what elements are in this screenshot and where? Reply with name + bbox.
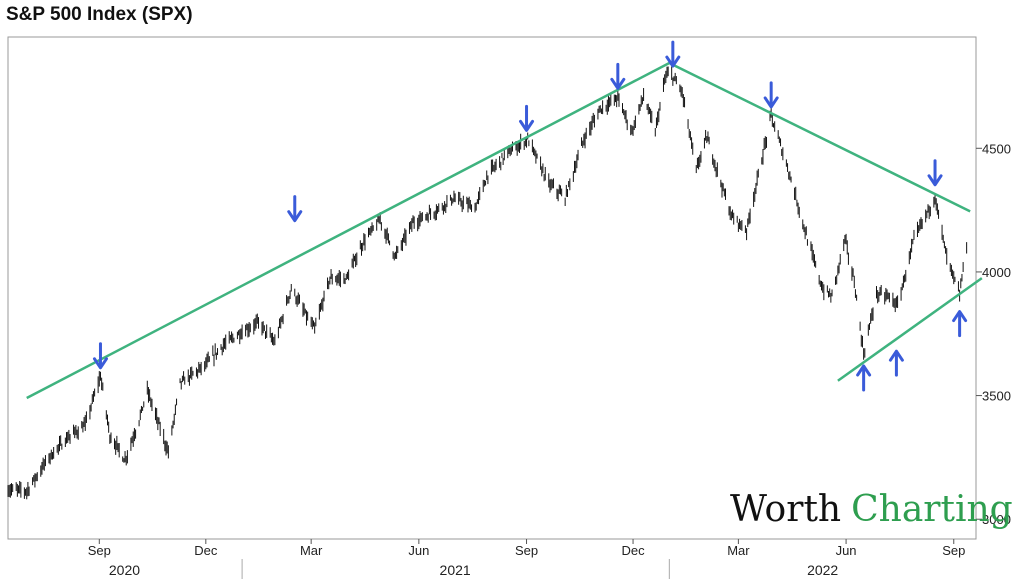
down-arrow-icon xyxy=(927,159,943,187)
x-tick-label: Sep xyxy=(88,543,111,558)
arrow-head xyxy=(665,55,681,68)
up-arrow-icon xyxy=(888,349,904,377)
arrow-annotations xyxy=(92,40,968,392)
arrow-head xyxy=(519,119,535,132)
logo-word-worth: Worth xyxy=(730,489,841,530)
down-arrow-icon xyxy=(287,195,303,223)
chart-title: S&P 500 Index (SPX) xyxy=(6,4,193,25)
trendline xyxy=(837,277,983,382)
arrow-head xyxy=(610,77,626,90)
y-tick-label: 4500 xyxy=(982,141,1011,156)
x-tick-label: Sep xyxy=(515,543,538,558)
down-arrow-icon xyxy=(92,342,108,370)
x-tick-label: Dec xyxy=(621,543,645,558)
down-arrow-icon xyxy=(519,104,535,132)
x-tick-label: Jun xyxy=(408,543,429,558)
up-arrow-icon xyxy=(952,310,968,338)
x-tick-label: Dec xyxy=(194,543,218,558)
arrow-head xyxy=(92,357,108,370)
arrow-head xyxy=(888,349,904,362)
watermark-logo: Worth Charting xyxy=(730,489,1013,530)
logo-word-charting: Charting xyxy=(851,489,1013,530)
arrow-head xyxy=(763,96,779,109)
y-tick-label: 3000 xyxy=(982,512,1011,527)
arrow-head xyxy=(287,210,303,223)
y-axis: 3000 3500 4000 4500 xyxy=(976,141,1011,527)
y-tick-label: 4000 xyxy=(982,265,1011,280)
x-tick-label: Jun xyxy=(836,543,857,558)
x-tick-label: Mar xyxy=(727,543,750,558)
price-bars xyxy=(7,66,968,500)
trendline xyxy=(26,61,670,400)
trendlines xyxy=(26,61,983,400)
down-arrow-icon xyxy=(763,81,779,109)
down-arrow-icon xyxy=(665,40,681,68)
plot-area xyxy=(7,36,977,540)
trendline xyxy=(668,61,971,213)
year-label: 2021 xyxy=(440,562,471,578)
year-label: 2020 xyxy=(109,562,140,578)
x-tick-label: Mar xyxy=(300,543,323,558)
arrow-head xyxy=(856,364,872,377)
arrow-head xyxy=(927,174,943,187)
up-arrow-icon xyxy=(856,364,872,392)
arrow-head xyxy=(952,310,968,323)
x-tick-label: Sep xyxy=(942,543,965,558)
x-axis: Sep Dec Mar Jun Sep Dec Mar Jun Sep xyxy=(88,539,965,558)
y-tick-label: 3500 xyxy=(982,389,1011,404)
year-axis: 2020 2021 2022 xyxy=(109,559,838,579)
down-arrow-icon xyxy=(610,62,626,90)
year-label: 2022 xyxy=(807,562,838,578)
